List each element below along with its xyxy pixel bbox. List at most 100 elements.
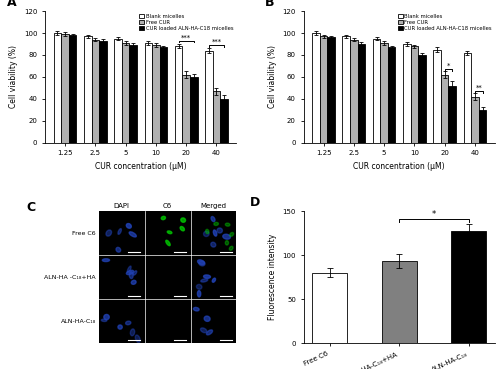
Ellipse shape — [226, 241, 228, 245]
Ellipse shape — [116, 247, 120, 252]
Ellipse shape — [132, 280, 136, 284]
Bar — [212, 91, 220, 143]
Ellipse shape — [206, 229, 209, 234]
Text: Free C6: Free C6 — [72, 231, 96, 236]
Bar — [312, 33, 320, 143]
X-axis label: CUR concentration (μM): CUR concentration (μM) — [95, 162, 186, 171]
Bar — [205, 51, 212, 143]
Ellipse shape — [211, 242, 216, 247]
Ellipse shape — [180, 227, 184, 231]
Text: C: C — [26, 201, 36, 214]
Bar — [312, 273, 347, 343]
Bar — [382, 262, 416, 343]
Bar — [342, 36, 350, 143]
Bar — [144, 43, 152, 143]
Ellipse shape — [199, 261, 205, 266]
Text: *: * — [432, 210, 436, 219]
Ellipse shape — [128, 266, 131, 272]
Text: ***: *** — [181, 34, 191, 40]
Bar — [122, 43, 130, 143]
Ellipse shape — [194, 307, 199, 311]
Ellipse shape — [129, 232, 136, 237]
Legend: Blank micelles, Free CUR, CUR loaded ALN-HA-C18 micelles: Blank micelles, Free CUR, CUR loaded ALN… — [398, 14, 492, 31]
Bar — [471, 97, 478, 143]
Text: **: ** — [476, 85, 482, 91]
Ellipse shape — [204, 316, 210, 321]
Ellipse shape — [102, 319, 107, 321]
Text: ALN-HA -C₁₈+HA: ALN-HA -C₁₈+HA — [44, 275, 96, 280]
Bar — [69, 35, 76, 143]
Bar — [350, 39, 358, 143]
Ellipse shape — [200, 328, 207, 333]
Bar — [380, 43, 388, 143]
Text: DAPI: DAPI — [114, 203, 130, 209]
Bar — [62, 34, 69, 143]
Ellipse shape — [198, 291, 201, 297]
Text: C6: C6 — [163, 203, 172, 209]
Ellipse shape — [126, 224, 132, 228]
Ellipse shape — [223, 234, 230, 239]
Bar — [130, 45, 137, 143]
Bar — [358, 44, 365, 143]
Bar — [84, 36, 92, 143]
Text: *: * — [447, 63, 450, 69]
Ellipse shape — [204, 275, 210, 278]
Legend: Blank micelles, Free CUR, CUR loaded ALN-HA-C18 micelles: Blank micelles, Free CUR, CUR loaded ALN… — [139, 14, 234, 31]
Bar — [441, 75, 448, 143]
Ellipse shape — [126, 321, 131, 325]
Bar — [328, 37, 335, 143]
Ellipse shape — [129, 272, 133, 279]
Bar — [152, 45, 160, 143]
Ellipse shape — [206, 330, 212, 335]
Ellipse shape — [106, 230, 112, 236]
Ellipse shape — [230, 232, 234, 237]
Y-axis label: Cell viability (%): Cell viability (%) — [10, 45, 18, 108]
Bar — [434, 49, 441, 143]
Ellipse shape — [214, 223, 218, 225]
Ellipse shape — [166, 240, 170, 246]
Bar — [182, 75, 190, 143]
Bar — [478, 110, 486, 143]
Y-axis label: Fluorescence intensity: Fluorescence intensity — [268, 234, 277, 320]
Ellipse shape — [181, 218, 186, 222]
X-axis label: CUR concentration (μM): CUR concentration (μM) — [354, 162, 445, 171]
Bar — [452, 231, 486, 343]
Ellipse shape — [126, 270, 134, 275]
Text: B: B — [265, 0, 274, 9]
Ellipse shape — [118, 229, 122, 234]
Y-axis label: Cell viability (%): Cell viability (%) — [268, 45, 277, 108]
Bar — [464, 53, 471, 143]
Bar — [99, 41, 106, 143]
Ellipse shape — [230, 246, 233, 250]
Bar — [175, 46, 182, 143]
Bar — [190, 77, 198, 143]
Text: ALN-HA-C₁₈: ALN-HA-C₁₈ — [60, 319, 96, 324]
Bar — [92, 39, 99, 143]
Bar — [220, 99, 228, 143]
Bar — [418, 55, 426, 143]
Text: D: D — [250, 196, 260, 209]
Ellipse shape — [162, 216, 166, 220]
Ellipse shape — [198, 260, 204, 265]
Ellipse shape — [217, 228, 222, 233]
Ellipse shape — [133, 271, 136, 275]
Ellipse shape — [130, 329, 134, 336]
Ellipse shape — [104, 314, 110, 320]
Ellipse shape — [102, 259, 110, 262]
Bar — [448, 86, 456, 143]
Bar — [114, 38, 122, 143]
Text: Merged: Merged — [200, 203, 226, 209]
Bar — [410, 46, 418, 143]
Ellipse shape — [204, 231, 209, 237]
Ellipse shape — [136, 335, 140, 342]
Ellipse shape — [118, 325, 122, 329]
Bar — [388, 47, 396, 143]
Bar — [54, 33, 62, 143]
Ellipse shape — [201, 279, 208, 282]
Text: A: A — [6, 0, 16, 9]
Bar — [373, 38, 380, 143]
Ellipse shape — [211, 217, 215, 222]
Ellipse shape — [212, 278, 216, 282]
Ellipse shape — [196, 284, 202, 289]
Ellipse shape — [214, 230, 217, 236]
